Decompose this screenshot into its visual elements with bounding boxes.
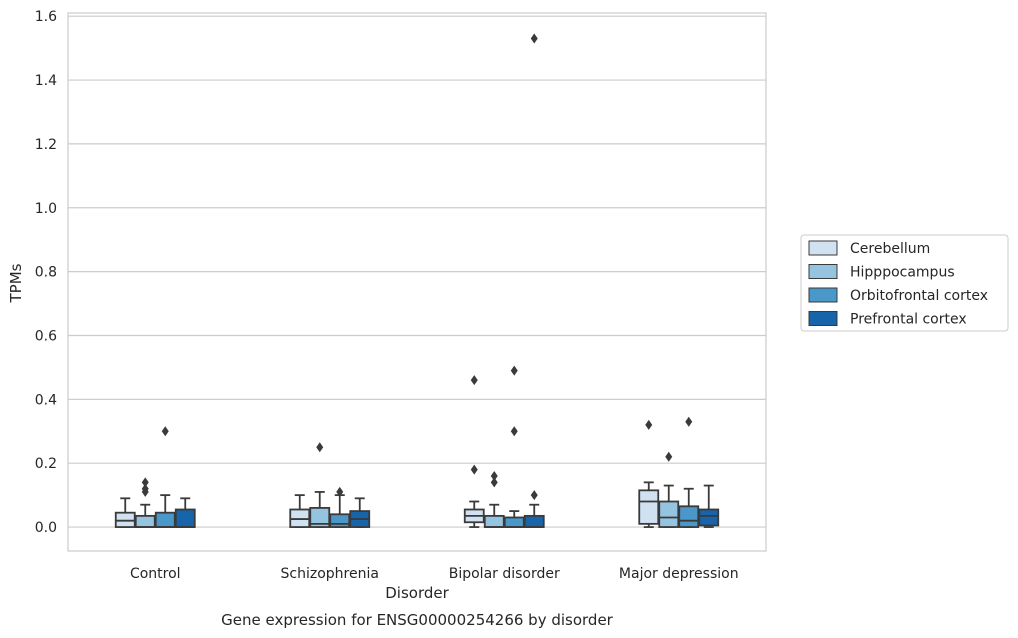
- box-iqr: [678, 505, 700, 528]
- outlier-point: [336, 486, 344, 497]
- legend-label: Prefrontal cortex: [850, 312, 967, 328]
- box-marks: [114, 33, 720, 528]
- box-iqr: [174, 508, 196, 528]
- x-tick-labels: Control Schizophrenia Bipolar disorder Majo…: [130, 566, 739, 582]
- outlier-point: [316, 442, 324, 453]
- box-orbitofrontal-cortex: [329, 486, 351, 528]
- box-iqr: [638, 489, 660, 525]
- y-tick-label: 1.6: [35, 9, 57, 25]
- box-hipppocampus: [309, 442, 331, 528]
- outlier-point: [645, 419, 653, 430]
- box-orbitofrontal-cortex: [678, 416, 700, 528]
- outlier-point: [530, 490, 538, 501]
- outlier-point: [490, 477, 498, 488]
- chart-caption: Gene expression for ENSG00000254266 by d…: [221, 611, 614, 629]
- legend-label: Hipppocampus: [850, 265, 955, 281]
- y-tick-label: 0.8: [35, 265, 57, 281]
- y-tick-label: 1.2: [35, 137, 57, 153]
- box-iqr: [154, 511, 176, 528]
- outlier-point: [470, 375, 478, 386]
- box-iqr: [698, 508, 720, 527]
- x-axis-label: Disorder: [385, 584, 449, 602]
- outlier-point: [141, 483, 149, 494]
- box-prefrontal-cortex: [698, 484, 720, 528]
- y-tick-label: 1.0: [35, 201, 57, 217]
- plot-frame: [67, 12, 767, 552]
- y-tick-labels: 0.0 0.2 0.4 0.6 0.8 1.0 1.2 1.4 1.6: [35, 9, 57, 536]
- box-cerebellum: [463, 375, 485, 528]
- grid-lines: [68, 15, 766, 528]
- box-cerebellum: [638, 419, 660, 528]
- y-tick-label: 0.2: [35, 456, 57, 472]
- y-tick-label: 0.0: [35, 520, 57, 536]
- legend-label: Orbitofrontal cortex: [850, 288, 988, 304]
- outlier-point: [161, 426, 169, 437]
- outlier-point: [470, 464, 478, 475]
- legend-label: Cerebellum: [850, 241, 930, 257]
- box-prefrontal-cortex: [349, 497, 371, 528]
- x-tick-label: Bipolar disorder: [449, 566, 560, 582]
- box-hipppocampus: [483, 470, 505, 528]
- box-prefrontal-cortex: [174, 497, 196, 528]
- box-hipppocampus: [134, 477, 156, 528]
- box-orbitofrontal-cortex: [503, 365, 525, 528]
- box-iqr: [483, 514, 505, 528]
- box-cerebellum: [114, 497, 136, 528]
- box-iqr: [309, 506, 331, 528]
- outlier-point: [685, 416, 693, 427]
- x-tick-label: Major depression: [619, 566, 739, 582]
- outlier-point: [530, 33, 538, 44]
- outlier-point: [141, 477, 149, 488]
- y-tick-label: 0.6: [35, 328, 57, 344]
- legend-frame: [800, 234, 1009, 332]
- legend: Cerebellum Hipppocampus Orbitofrontal cort…: [800, 234, 1009, 332]
- legend-swatch: [808, 311, 838, 326]
- outlier-point: [510, 426, 518, 437]
- y-axis-label: TPMs: [7, 263, 25, 303]
- outlier-point: [490, 470, 498, 481]
- legend-swatch: [808, 240, 838, 256]
- legend-swatch: [808, 264, 838, 279]
- box-prefrontal-cortex: [523, 33, 545, 528]
- box-hipppocampus: [658, 451, 680, 528]
- box-iqr: [523, 514, 545, 528]
- box-cerebellum: [289, 494, 311, 528]
- x-tick-label: Schizophrenia: [281, 566, 379, 582]
- legend-swatch: [808, 287, 838, 303]
- outlier-point: [510, 365, 518, 376]
- box-iqr: [134, 514, 156, 528]
- y-tick-label: 1.4: [35, 73, 57, 89]
- y-tick-label: 0.4: [35, 392, 57, 408]
- box-orbitofrontal-cortex: [154, 426, 176, 528]
- box-iqr: [503, 516, 525, 528]
- box-iqr: [658, 500, 680, 528]
- outlier-point: [665, 451, 673, 462]
- x-tick-label: Control: [130, 566, 181, 582]
- box-iqr: [329, 513, 351, 528]
